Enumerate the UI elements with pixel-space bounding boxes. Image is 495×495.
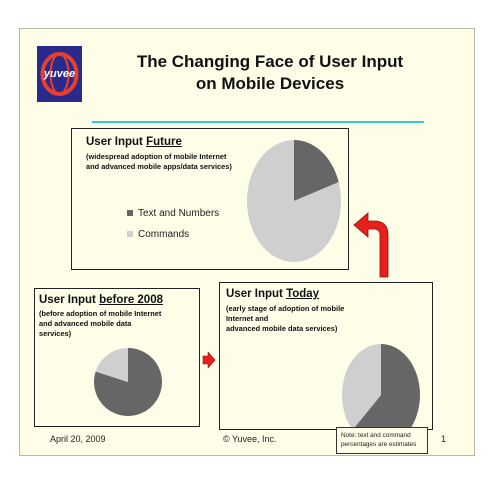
- today-pie-slice-commands: [342, 344, 381, 430]
- legend-swatch-dark: [127, 210, 133, 217]
- before-subtitle-line-1: (before adoption of mobile Internet: [39, 309, 162, 318]
- footer-copyright: © Yuvee, Inc.: [223, 434, 277, 444]
- future-subtitle-line-2: and advanced mobile apps/data services): [86, 162, 232, 171]
- logo-text: yuvee: [43, 68, 76, 80]
- yuvee-logo: yuvee: [37, 46, 82, 102]
- right-arrow-icon: [202, 352, 216, 368]
- title-line-1: The Changing Face of User Input: [136, 52, 404, 71]
- legend-item-commands: Commands: [127, 229, 189, 240]
- before-heading: User Input before 2008: [39, 294, 163, 306]
- today-panel: User Input Today (early stage of adoptio…: [219, 282, 433, 446]
- today-subtitle: (early stage of adoption of mobile Inter…: [226, 304, 344, 334]
- title-divider: [92, 121, 424, 123]
- legend-item-text-and-numbers: Text and Numbers: [127, 208, 219, 219]
- before-heading-emph: before 2008: [99, 294, 163, 306]
- future-subtitle-line-1: (widespread adoption of mobile Internet: [86, 152, 227, 161]
- before-subtitle-line-3: services): [39, 329, 72, 338]
- title-line-2: on Mobile Devices: [195, 74, 345, 93]
- today-heading-prefix: User Input: [226, 288, 287, 300]
- future-heading-emph: Future: [146, 136, 182, 148]
- legend-label-commands: Commands: [138, 229, 190, 240]
- estimates-note: Note: text and command percentages are e…: [336, 427, 428, 454]
- today-pie-chart: [342, 344, 420, 446]
- legend-label-text-and-numbers: Text and Numbers: [138, 208, 220, 219]
- note-line-2: percentages are estimates: [341, 441, 417, 448]
- today-subtitle-line-1: (early stage of adoption of mobile: [226, 304, 345, 313]
- future-heading-prefix: User Input: [86, 136, 147, 148]
- future-pie-slice-text-and-numbers: [294, 140, 339, 201]
- today-heading: User Input Today: [226, 288, 319, 300]
- page-title: The Changing Face of User Input on Mobil…: [100, 51, 440, 95]
- before-pie-chart: [94, 348, 162, 416]
- future-pie-slice-commands: [246, 140, 341, 262]
- today-heading-emph: Today: [286, 288, 320, 300]
- footer-date: April 20, 2009: [50, 434, 106, 444]
- curved-arrow-icon: [353, 212, 389, 278]
- before-pie-slice-commands: [95, 348, 128, 382]
- page-number: 1: [441, 434, 447, 444]
- before-subtitle: (before adoption of mobile Internet and …: [39, 309, 161, 339]
- before-subtitle-line-2: and advanced mobile data: [39, 319, 132, 328]
- before-2008-panel: User Input before 2008 (before adoption …: [34, 288, 200, 427]
- future-subtitle: (widespread adoption of mobile Internet …: [86, 152, 232, 172]
- today-subtitle-line-3: advanced mobile data services): [226, 324, 338, 333]
- today-subtitle-line-2: Internet and: [226, 314, 269, 323]
- future-heading: User Input Future: [86, 136, 182, 148]
- note-line-1: Note: text and command: [341, 432, 411, 439]
- future-pie-chart: [246, 140, 341, 262]
- slide: yuvee The Changing Face of User Input on…: [19, 28, 475, 456]
- future-panel: User Input Future (widespread adoption o…: [71, 128, 349, 270]
- before-heading-prefix: User Input: [39, 294, 100, 306]
- legend-swatch-light: [127, 231, 133, 238]
- today-pie-slice-text-and-numbers: [352, 344, 420, 446]
